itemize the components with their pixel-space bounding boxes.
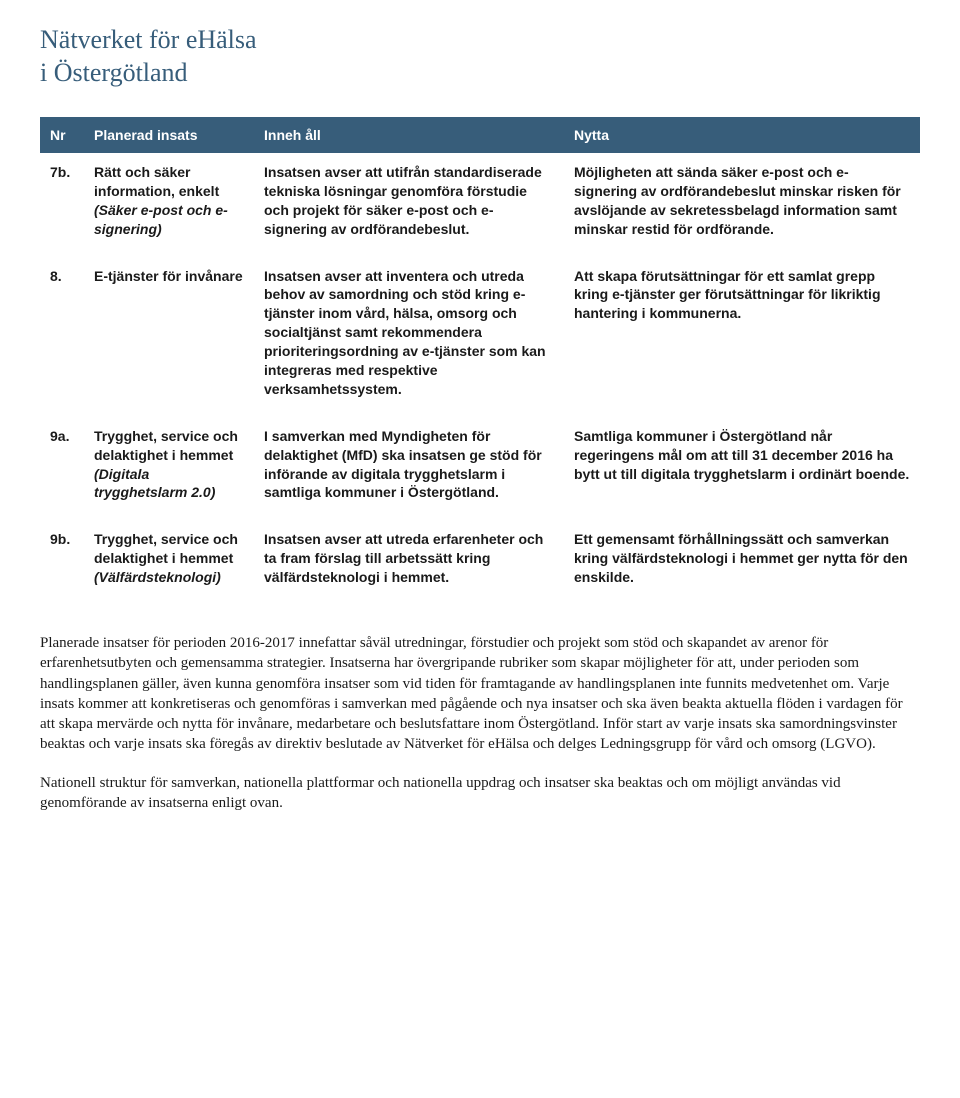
cell-inne: I samverkan med Myndigheten för delaktig… [254, 417, 564, 521]
cell-insats: Trygghet, service och delaktighet i hemm… [84, 520, 254, 605]
table-body: 7b. Rätt och säker information, enkelt (… [40, 153, 920, 605]
cell-inne: Insatsen avser att inventera och utreda … [254, 257, 564, 417]
plan-table: Nr Planerad insats Inneh åll Nytta 7b. R… [40, 117, 920, 605]
cell-nr: 9a. [40, 417, 84, 521]
title-line-2: i Östergötland [40, 58, 188, 87]
cell-nr: 9b. [40, 520, 84, 605]
insats-em: (Digitala trygghetslarm 2.0) [94, 466, 215, 501]
cell-insats: E-tjänster för invånare [84, 257, 254, 417]
cell-nytta: Ett gemensamt förhållningssätt och samve… [564, 520, 920, 605]
col-header-insats: Planerad insats [84, 117, 254, 153]
insats-text: Trygghet, service och delaktighet i hemm… [94, 531, 238, 566]
cell-nr: 7b. [40, 153, 84, 257]
table-row: 8. E-tjänster för invånare Insatsen avse… [40, 257, 920, 417]
cell-inne: Insatsen avser att utreda erfarenheter o… [254, 520, 564, 605]
col-header-nytta: Nytta [564, 117, 920, 153]
cell-insats: Trygghet, service och delaktighet i hemm… [84, 417, 254, 521]
page-title: Nätverket för eHälsa i Östergötland [40, 24, 920, 89]
cell-nytta: Att skapa förutsättningar för ett samlat… [564, 257, 920, 417]
col-header-inne: Inneh åll [254, 117, 564, 153]
cell-nytta: Samtliga kommuner i Östergötland når reg… [564, 417, 920, 521]
body-text: Planerade insatser för perioden 2016-201… [40, 633, 920, 813]
insats-text: Rätt och säker information, enkelt [94, 164, 219, 199]
cell-inne: Insatsen avser att utifrån standardisera… [254, 153, 564, 257]
cell-nr: 8. [40, 257, 84, 417]
cell-insats: Rätt och säker information, enkelt (Säke… [84, 153, 254, 257]
insats-em: (Välfärds­teknologi) [94, 569, 221, 585]
body-paragraph: Nationell struktur för samverkan, nation… [40, 773, 920, 814]
table-header-row: Nr Planerad insats Inneh åll Nytta [40, 117, 920, 153]
table-row: 9b. Trygghet, service och delaktighet i … [40, 520, 920, 605]
insats-text: Trygghet, service och delaktighet i hemm… [94, 428, 238, 463]
insats-text: E-tjänster för invånare [94, 268, 243, 284]
table-row: 9a. Trygghet, service och delaktighet i … [40, 417, 920, 521]
col-header-nr: Nr [40, 117, 84, 153]
body-paragraph: Planerade insatser för perioden 2016-201… [40, 633, 920, 755]
insats-em: (Säker e-post och e-signering) [94, 202, 228, 237]
title-line-1: Nätverket för eHälsa [40, 25, 257, 54]
table-row: 7b. Rätt och säker information, enkelt (… [40, 153, 920, 257]
cell-nytta: Möjligheten att sända säker e-post och e… [564, 153, 920, 257]
